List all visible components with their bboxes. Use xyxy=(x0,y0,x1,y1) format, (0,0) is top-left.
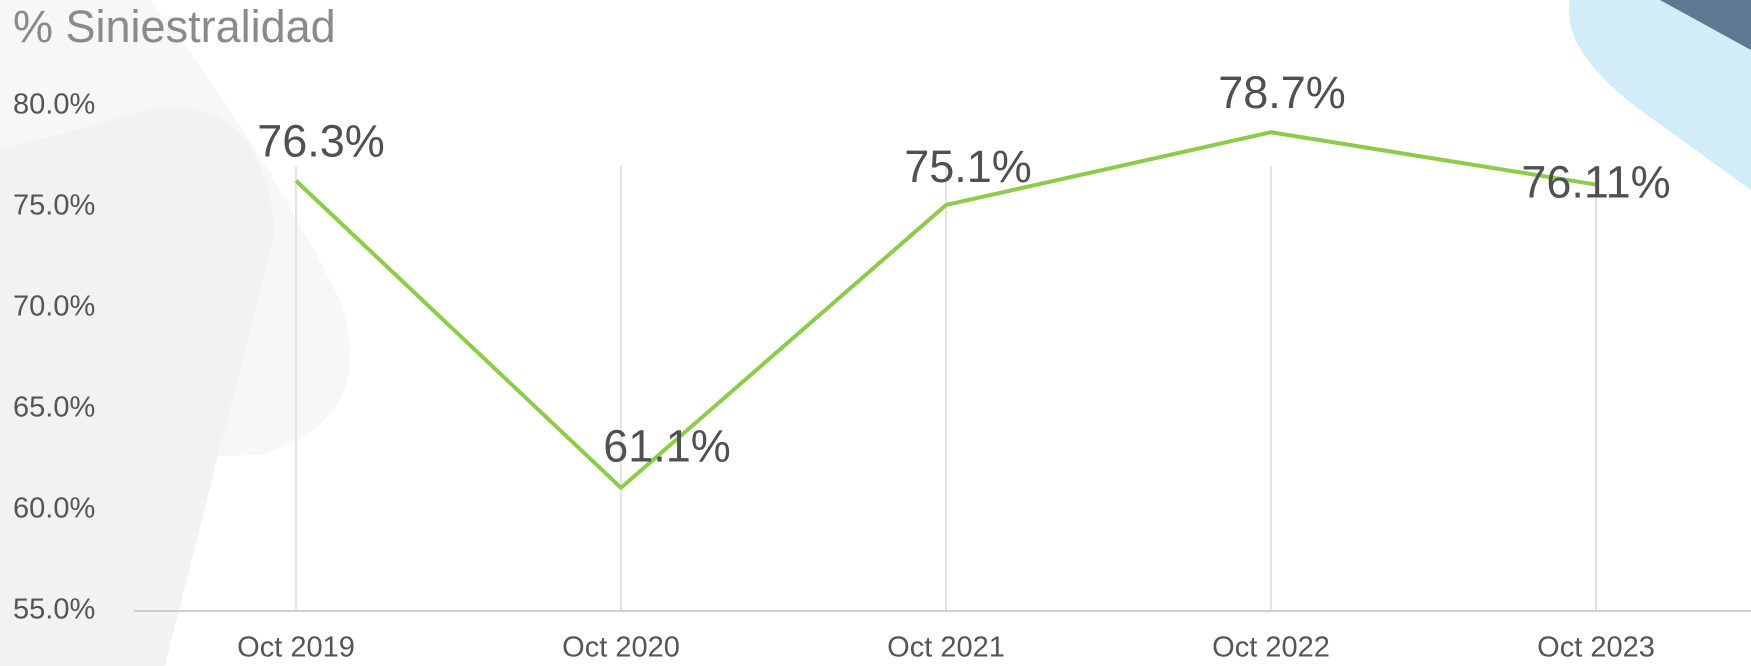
background-shape xyxy=(1660,0,1751,50)
y-tick-label: 55.0% xyxy=(13,594,95,626)
data-label: 76.3% xyxy=(257,116,385,167)
chart-title: % Siniestralidad xyxy=(13,1,336,52)
background-shape xyxy=(0,107,275,666)
y-tick-label: 60.0% xyxy=(13,493,95,525)
x-tick-label: Oct 2023 xyxy=(1537,632,1655,664)
data-label: 61.1% xyxy=(603,421,731,472)
y-tick-label: 70.0% xyxy=(13,291,95,323)
x-tick-label: Oct 2022 xyxy=(1212,632,1330,664)
data-label: 75.1% xyxy=(904,141,1032,192)
line xyxy=(294,130,1597,490)
x-tick-label: Oct 2021 xyxy=(887,632,1005,664)
x-tick-label: Oct 2020 xyxy=(562,632,680,664)
background-shape xyxy=(1568,0,1751,190)
x-tick-label: Oct 2019 xyxy=(237,632,355,664)
y-tick-label: 80.0% xyxy=(13,89,95,121)
y-tick-label: 75.0% xyxy=(13,190,95,222)
data-label: 76.11% xyxy=(1521,156,1670,207)
y-tick-label: 65.0% xyxy=(13,392,95,424)
data-label: 78.7% xyxy=(1218,67,1346,118)
